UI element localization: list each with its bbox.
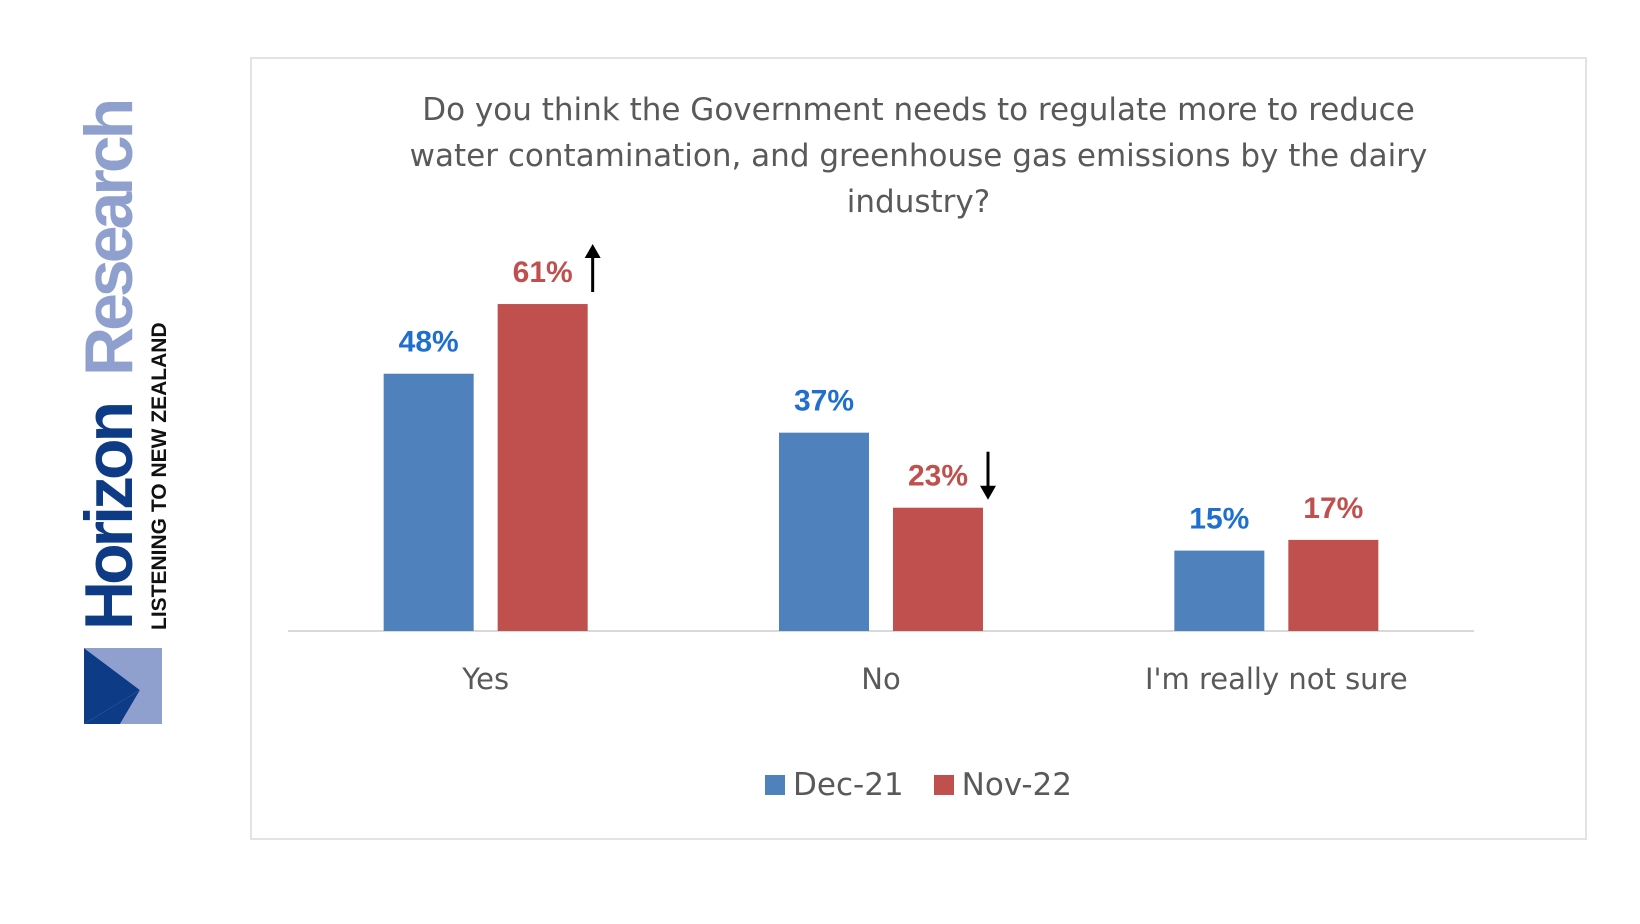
chart-title-line-1: Do you think the Government needs to reg…: [422, 92, 1415, 128]
legend-label-nov-22: Nov-22: [961, 767, 1072, 803]
data-label-i-m-really-not-sure-nov-22: 17%: [1303, 492, 1363, 525]
legend-item-dec-21: Dec-21: [765, 767, 904, 803]
data-label-yes-nov-22: 61%: [513, 256, 573, 289]
category-label-no: No: [861, 662, 900, 696]
horizon-research-logo: Horizon Research LISTENING TO NEW ZEALAN…: [80, 101, 171, 724]
legend-swatch-nov-22: [933, 775, 954, 795]
trend-down-arrowhead-icon: [980, 485, 996, 500]
chart-frame: Do you think the Government needs to reg…: [250, 57, 1587, 840]
category-label-i-m-really-not-sure: I'm really not sure: [1145, 662, 1408, 696]
bar-i-m-really-not-sure-nov-22: [1288, 539, 1379, 631]
logo-wordmark: Horizon: [80, 404, 147, 630]
logo-brand-horizon: Horizon: [80, 404, 147, 630]
chart-title-line-3: industry?: [846, 184, 991, 220]
chart-title-line-2: water contamination, and greenhouse gas …: [409, 138, 1428, 174]
bar-yes-dec-21: [383, 373, 474, 631]
bar-plot: 48% 61% Yes 37% 23% No 15% 17% I'm really not su…: [288, 244, 1474, 696]
bar-yes-nov-22: [497, 304, 588, 631]
logo-mark-icon: [84, 648, 162, 724]
bar-no-dec-21: [779, 432, 869, 631]
trend-up-arrowhead-icon: [584, 244, 601, 259]
logo-brand-research: Research: [80, 101, 147, 376]
data-label-i-m-really-not-sure-dec-21: 15%: [1189, 503, 1249, 536]
category-label-yes: Yes: [461, 662, 509, 696]
legend-swatch-dec-21: [765, 775, 786, 795]
legend-item-nov-22: Nov-22: [933, 767, 1072, 803]
legend-label-dec-21: Dec-21: [793, 767, 904, 803]
chart-title: Do you think the Government needs to reg…: [332, 87, 1505, 225]
data-label-no-dec-21: 37%: [794, 385, 854, 418]
logo-tagline: LISTENING TO NEW ZEALAND: [148, 322, 171, 630]
legend: Dec-21 Nov-22: [252, 767, 1585, 803]
bar-i-m-really-not-sure-dec-21: [1174, 550, 1265, 631]
data-label-no-nov-22: 23%: [908, 460, 968, 493]
bar-no-nov-22: [893, 507, 983, 631]
data-label-yes-dec-21: 48%: [399, 326, 459, 359]
